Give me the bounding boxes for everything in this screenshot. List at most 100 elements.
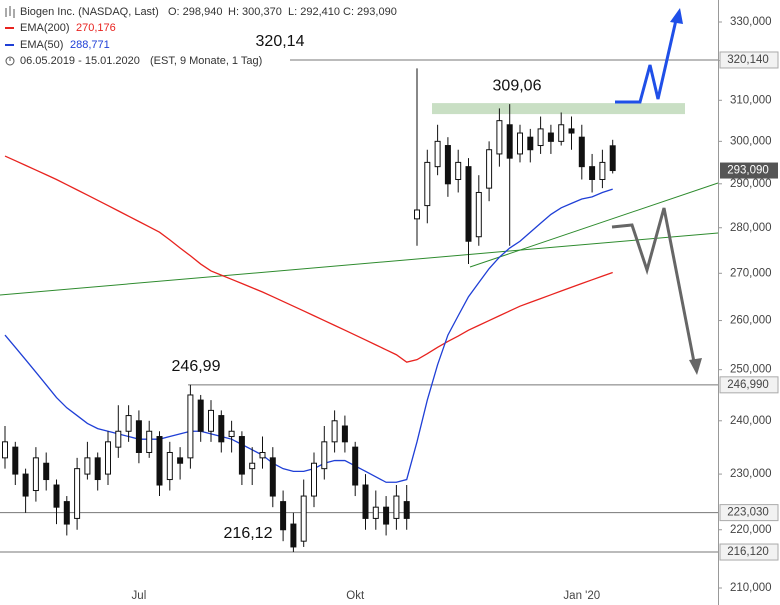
- candle-body: [527, 136, 534, 151]
- candle-body: [517, 132, 523, 155]
- candle-body: [537, 128, 544, 147]
- candle-body: [218, 415, 225, 443]
- y-tick-label: 250,000: [730, 364, 772, 376]
- candle-body: [166, 451, 173, 481]
- x-tick-label: Jul: [132, 590, 147, 602]
- y-tick-label: 230,000: [730, 468, 772, 480]
- candle-body: [84, 457, 91, 475]
- candle-body: [321, 441, 328, 470]
- candle-body: [125, 415, 132, 432]
- candle-body: [506, 124, 513, 159]
- candle-body: [352, 446, 359, 486]
- last-price-box: [720, 162, 778, 179]
- ema-line: [4, 188, 613, 483]
- candle-body: [197, 399, 204, 432]
- candle-body: [403, 501, 410, 519]
- price-box-label: 320,140: [727, 54, 769, 66]
- price-box: [719, 543, 779, 561]
- candle-body: [135, 420, 142, 453]
- candle-body: [187, 394, 194, 459]
- trendline: [0, 232, 719, 296]
- candle-body: [372, 506, 379, 519]
- candle-body: [74, 468, 81, 519]
- candle-body: [455, 161, 462, 180]
- candle-body: [94, 457, 101, 481]
- candle-body: [465, 166, 472, 242]
- y-tick-label: 330,000: [730, 16, 772, 28]
- candle-body: [434, 140, 441, 168]
- candle-body: [105, 441, 111, 475]
- y-tick-label: 260,000: [730, 315, 772, 327]
- y-tick-label: 210,000: [730, 582, 772, 594]
- y-tick-label: 220,000: [730, 524, 772, 536]
- candle-body: [331, 420, 338, 443]
- candle-body: [156, 436, 163, 486]
- candle-body: [393, 495, 400, 519]
- candle-body: [383, 506, 390, 525]
- candle-body: [475, 191, 482, 238]
- candle-body: [22, 473, 29, 497]
- header-title: Biogen Inc. (NASDAQ, Last): [20, 6, 159, 18]
- candle-body: [32, 457, 39, 492]
- header-info: (EST, 9 Monate, 1 Tag): [150, 55, 262, 67]
- candle-body: [496, 120, 503, 155]
- last-price-label: 293,090: [727, 165, 769, 177]
- candle-body: [2, 441, 8, 459]
- level-annotation: 320,14: [256, 33, 305, 50]
- forecast-arrow-down: [611, 207, 702, 375]
- candle-body: [177, 457, 184, 464]
- candle-body: [362, 484, 369, 519]
- candle-body: [280, 501, 287, 531]
- header-close: C: 293,090: [343, 6, 397, 18]
- candle-body: [146, 430, 153, 453]
- price-box-label: 246,990: [727, 379, 769, 391]
- zone-label: 309,06: [493, 77, 542, 94]
- legend-value: 288,771: [70, 39, 110, 51]
- candle-body: [115, 430, 122, 448]
- header-low: L: 292,410: [288, 6, 340, 18]
- y-tick-label: 310,000: [730, 94, 772, 106]
- candle-body: [290, 523, 297, 548]
- y-tick-label: 290,000: [730, 178, 772, 190]
- price-box-label: 223,030: [727, 507, 769, 519]
- price-box-label: 216,120: [727, 546, 769, 558]
- candle-body: [311, 462, 317, 497]
- forecast-arrow-up: [615, 8, 683, 104]
- x-tick-label: Jan '20: [563, 590, 600, 602]
- header-open: O: 298,940: [168, 6, 222, 18]
- header-high: H: 300,370: [228, 6, 282, 18]
- legend-value: 270,176: [76, 22, 116, 34]
- level-annotation: 246,99: [172, 358, 221, 375]
- candle-body: [599, 161, 606, 180]
- candle-body: [63, 501, 70, 525]
- candle-body: [341, 425, 348, 443]
- legend-label: EMA(50): [20, 39, 63, 51]
- header-range: 06.05.2019 - 15.01.2020: [20, 55, 140, 67]
- candle-body: [609, 145, 616, 172]
- candle-body: [249, 462, 256, 470]
- candle-body: [547, 132, 554, 142]
- candle-body: [486, 149, 493, 189]
- candle-body: [444, 145, 451, 185]
- candle-body: [269, 457, 276, 497]
- x-tick-label: Okt: [346, 590, 365, 602]
- y-tick-label: 280,000: [730, 222, 772, 234]
- y-tick-label: 240,000: [730, 415, 772, 427]
- level-annotation: 216,12: [224, 525, 273, 542]
- resistance-zone: [432, 103, 685, 115]
- price-box: [719, 51, 779, 69]
- candle-body: [589, 166, 596, 180]
- candle-body: [558, 124, 565, 142]
- y-tick-label: 300,000: [730, 135, 772, 147]
- candle-body: [238, 436, 245, 475]
- ema-line: [4, 155, 613, 363]
- candle-body: [12, 446, 19, 475]
- price-box: [719, 504, 779, 522]
- candle-body: [300, 495, 307, 542]
- candle-body: [208, 409, 214, 432]
- price-box: [719, 376, 779, 394]
- candle-body: [414, 209, 420, 220]
- candle-body: [568, 128, 575, 134]
- candle-body: [43, 462, 50, 481]
